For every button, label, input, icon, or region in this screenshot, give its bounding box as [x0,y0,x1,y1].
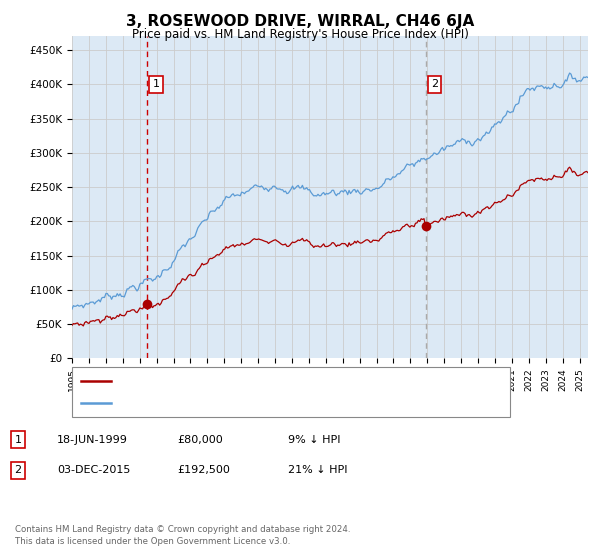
Text: 9% ↓ HPI: 9% ↓ HPI [288,435,341,445]
Text: 1: 1 [152,80,160,90]
Text: 2: 2 [14,465,22,475]
Text: HPI: Average price, detached house, Wirral: HPI: Average price, detached house, Wirr… [117,398,341,408]
Text: £80,000: £80,000 [177,435,223,445]
Text: 1: 1 [14,435,22,445]
Text: 3, ROSEWOOD DRIVE, WIRRAL, CH46 6JA: 3, ROSEWOOD DRIVE, WIRRAL, CH46 6JA [126,14,474,29]
Text: 3, ROSEWOOD DRIVE, WIRRAL, CH46 6JA (detached house): 3, ROSEWOOD DRIVE, WIRRAL, CH46 6JA (det… [117,376,425,386]
Text: £192,500: £192,500 [177,465,230,475]
Text: 2: 2 [431,80,438,90]
Text: 18-JUN-1999: 18-JUN-1999 [57,435,128,445]
Text: 03-DEC-2015: 03-DEC-2015 [57,465,130,475]
Text: Price paid vs. HM Land Registry's House Price Index (HPI): Price paid vs. HM Land Registry's House … [131,28,469,41]
Text: 21% ↓ HPI: 21% ↓ HPI [288,465,347,475]
Text: Contains HM Land Registry data © Crown copyright and database right 2024.
This d: Contains HM Land Registry data © Crown c… [15,525,350,546]
